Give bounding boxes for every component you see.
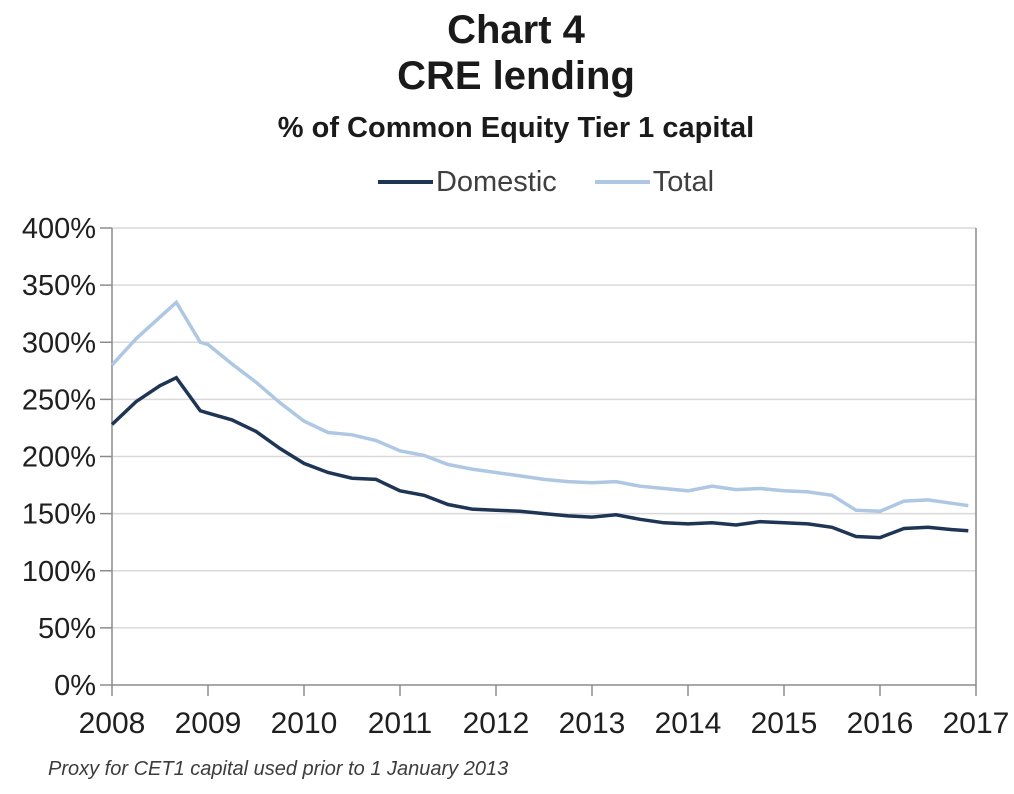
footnote: Proxy for CET1 capital used prior to 1 J… <box>48 758 509 780</box>
y-axis-label: 150% <box>22 499 96 531</box>
y-axis-label: 250% <box>22 384 96 416</box>
x-axis-label: 2013 <box>559 707 626 740</box>
x-axis-label: 2009 <box>175 707 242 740</box>
y-axis-label: 200% <box>22 442 96 474</box>
total-line-swatch <box>594 180 650 184</box>
chart-title: CRE lending <box>397 54 635 98</box>
x-axis-label: 2015 <box>751 707 818 740</box>
y-axis-label: 100% <box>22 556 96 588</box>
x-axis-label: 2014 <box>655 707 722 740</box>
legend-label-total: Total <box>652 165 715 198</box>
x-axis-label: 2010 <box>271 707 338 740</box>
x-axis-label: 2008 <box>79 707 146 740</box>
legend-item-domestic: Domestic <box>377 165 557 199</box>
y-axis-label: 350% <box>22 270 96 302</box>
y-axis-label: 50% <box>38 613 96 645</box>
x-axis-label: 2011 <box>368 707 433 740</box>
y-axis-label: 400% <box>22 213 96 245</box>
legend-label-domestic: Domestic <box>435 165 557 198</box>
x-axis-label: 2016 <box>847 707 914 740</box>
y-axis-label: 0% <box>54 670 96 702</box>
x-axis-label: 2012 <box>463 707 530 740</box>
domestic-line-swatch <box>377 180 433 184</box>
x-axis-label: 2017 <box>943 707 1010 740</box>
legend: Domestic Total <box>0 166 1014 198</box>
legend-item-total: Total <box>594 165 715 199</box>
chart-number-title: Chart 4 <box>447 8 585 52</box>
chart-subtitle: % of Common Equity Tier 1 capital <box>277 112 755 144</box>
series-line-domestic <box>110 375 969 540</box>
y-axis-label: 300% <box>22 327 96 359</box>
series-line-total <box>110 299 969 514</box>
